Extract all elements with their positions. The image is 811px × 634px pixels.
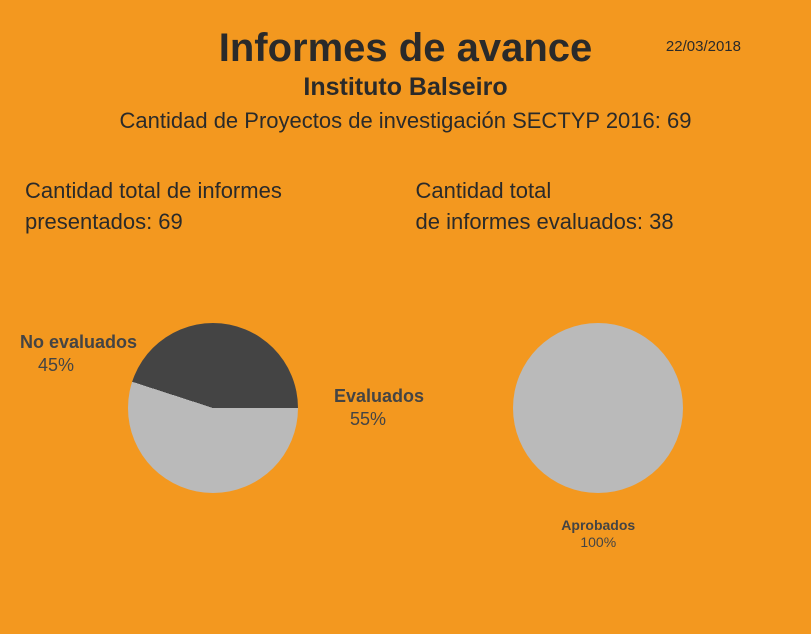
pie-left-wrap: No evaluados 45% Evaluados 55% — [20, 298, 406, 518]
pie-right-wrap: Aprobados 100% — [406, 298, 792, 518]
pie-right — [513, 323, 683, 493]
pie-left-no-eval-pct: 45% — [20, 355, 137, 376]
pie-right-aprob-pct: 100% — [406, 534, 792, 550]
pie-right-label: Aprobados 100% — [406, 517, 792, 550]
pie-left-label-no-eval: No evaluados 45% — [20, 332, 137, 376]
pie-left — [128, 323, 298, 493]
left-stat: Cantidad total de informes presentados: … — [25, 176, 396, 238]
stats-row: Cantidad total de informes presentados: … — [0, 176, 811, 238]
right-stat-line2: de informes evaluados: 38 — [416, 207, 787, 238]
right-stat: Cantidad total de informes evaluados: 38 — [396, 176, 787, 238]
pie-left-no-eval-text: No evaluados — [20, 332, 137, 353]
subline: Cantidad de Proyectos de investigación S… — [0, 108, 811, 134]
charts-row: No evaluados 45% Evaluados 55% Aprobados… — [0, 298, 811, 518]
date-text: 22/03/2018 — [666, 38, 741, 55]
subtitle: Instituto Balseiro — [0, 73, 811, 102]
pie-right-aprob-text: Aprobados — [406, 517, 792, 533]
right-stat-line1: Cantidad total — [416, 176, 787, 207]
